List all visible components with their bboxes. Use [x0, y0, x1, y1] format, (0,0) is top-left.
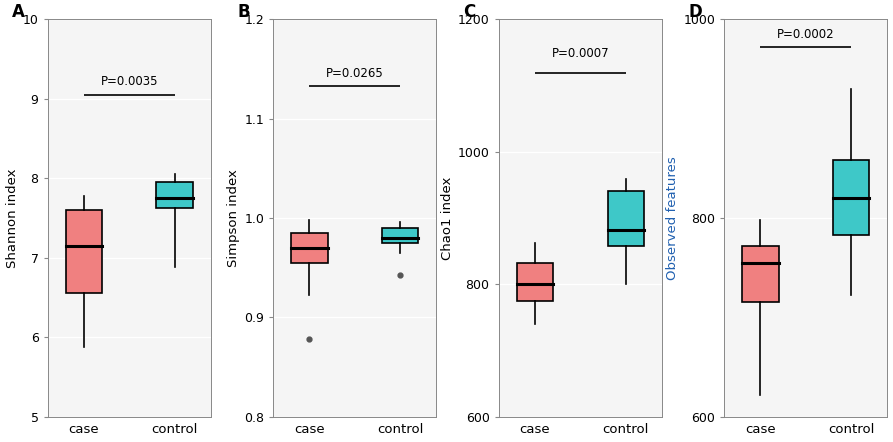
- Text: C: C: [463, 3, 475, 21]
- Bar: [742, 246, 779, 302]
- Y-axis label: Observed features: Observed features: [666, 156, 679, 280]
- Text: D: D: [689, 3, 702, 21]
- Bar: [66, 210, 102, 293]
- Y-axis label: Shannon index: Shannon index: [5, 168, 19, 267]
- Text: P=0.0265: P=0.0265: [326, 67, 384, 80]
- Bar: [517, 263, 553, 301]
- Text: B: B: [238, 3, 250, 21]
- Text: P=0.0007: P=0.0007: [552, 47, 609, 60]
- Bar: [607, 191, 644, 246]
- Y-axis label: Chao1 index: Chao1 index: [440, 176, 454, 259]
- Text: A: A: [12, 3, 25, 21]
- Bar: [382, 228, 418, 243]
- Text: P=0.0002: P=0.0002: [777, 28, 835, 41]
- Y-axis label: Simpson index: Simpson index: [227, 169, 240, 267]
- Bar: [291, 233, 328, 263]
- Bar: [833, 160, 869, 235]
- Text: P=0.0035: P=0.0035: [101, 75, 158, 88]
- Bar: [156, 182, 193, 208]
